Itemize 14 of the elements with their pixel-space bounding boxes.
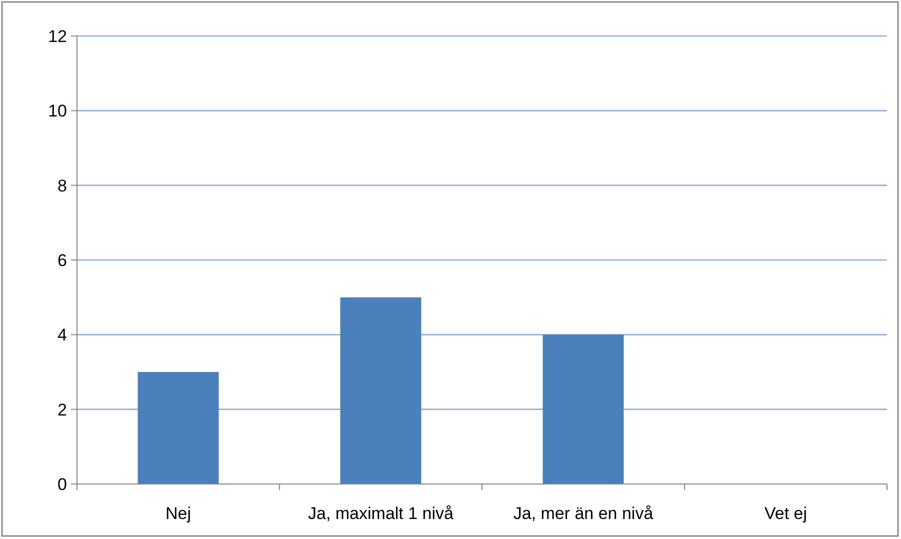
bar (542, 334, 624, 484)
bar (340, 297, 422, 484)
x-tick-label: Nej (165, 504, 192, 523)
y-tick-label: 2 (58, 400, 67, 420)
x-tick-label: Vet ej (764, 504, 808, 523)
y-tick-label: 4 (58, 326, 67, 345)
x-tick-label: Ja, maximalt 1 nivå (308, 504, 454, 523)
y-tick-label: 12 (48, 26, 67, 46)
y-tick-label: 6 (58, 250, 67, 270)
y-tick-label: 10 (48, 102, 67, 121)
y-tick-label: 0 (58, 474, 67, 494)
bar (138, 372, 219, 484)
y-tick-label: 8 (58, 176, 67, 196)
x-tick-label: Ja, mer än en nivå (513, 504, 654, 523)
